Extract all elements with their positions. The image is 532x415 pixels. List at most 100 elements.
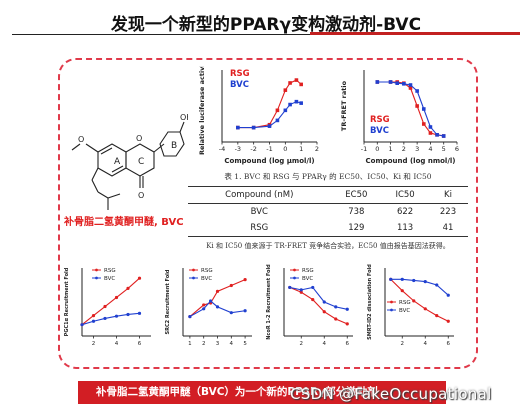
data-point-bvc	[251, 125, 256, 130]
x-tick-label: 2	[300, 341, 304, 347]
table-cell: 41	[442, 223, 454, 233]
ring-c-label: C	[138, 157, 144, 167]
data-point-bvc	[395, 81, 400, 85]
ring-c	[125, 143, 155, 177]
ring-a	[97, 143, 127, 177]
data-point-rsg	[114, 295, 119, 300]
x-tick-label: 4	[424, 341, 428, 347]
smrt-plot: 2 4 6 SMRT-ID2 dissociation Fold RSG BVC	[367, 264, 454, 347]
y-axis-label: Relative luciferase activity	[198, 66, 206, 155]
data-point-bvc	[402, 82, 406, 86]
comparison-table: Compound (nM) EC50 IC50 Ki BVC 738 622 2…	[188, 186, 468, 237]
x-tick-label: 2	[402, 145, 406, 153]
ring-b-label: B	[171, 141, 177, 151]
legend-marker-bvc	[293, 276, 296, 280]
data-point-bvc	[435, 133, 439, 137]
table-cell: 129	[348, 223, 365, 233]
data-point-rsg	[243, 278, 247, 282]
data-point-bvc	[446, 293, 450, 297]
title-rule-accent	[310, 32, 520, 35]
legend-label-bvc: BVC	[104, 276, 115, 282]
series-line-rsg	[189, 279, 246, 317]
data-point-bvc	[389, 277, 393, 281]
table-header: Ki	[444, 190, 452, 200]
data-point-bvc	[421, 107, 426, 111]
legend-label-bvc: BVC	[230, 80, 249, 90]
prenyl-bond-1	[91, 167, 99, 181]
title-rule-thin	[12, 34, 520, 35]
y-axis-label: NcoR 1-2 Recruitment Fold	[266, 264, 272, 340]
data-point-bvc	[229, 311, 233, 315]
data-point-bvc	[412, 278, 416, 283]
prenyl-methyl-1	[107, 193, 121, 199]
x-tick-label: -2	[250, 145, 256, 153]
ring-a-double-bond-2	[111, 165, 124, 173]
x-tick-label: -1	[361, 145, 367, 153]
legend-label-rsg: RSG	[230, 69, 250, 79]
methoxy-bond	[85, 143, 99, 153]
x-tick-label: 5	[243, 341, 247, 347]
data-point-bvc	[91, 319, 96, 323]
legend-marker-rsg	[293, 268, 296, 272]
x-tick-label: 4	[323, 341, 327, 347]
comparison-table-area: 表 1. BVC 和 RSG 与 PPARγ 的 EC50、IC50、Ki 和 …	[188, 171, 468, 251]
data-point-rsg	[202, 303, 206, 307]
data-point-bvc	[441, 134, 446, 138]
series-line-rsg	[377, 81, 444, 137]
x-tick-label: -1	[266, 145, 272, 153]
legend-label-bvc: BVC	[370, 126, 389, 136]
series-line-bvc	[81, 312, 140, 326]
data-point-rsg	[299, 290, 303, 294]
data-point-rsg	[408, 86, 413, 90]
data-point-bvc	[423, 280, 427, 284]
data-point-rsg	[229, 283, 233, 288]
table-note: Ki 和 IC50 值来源于 TR-FRET 竞争结合实验，EC50 值由报告基…	[206, 242, 450, 250]
data-point-bvc	[345, 307, 349, 311]
data-point-rsg	[275, 108, 280, 113]
data-point-bvc	[311, 285, 315, 290]
x-tick-label: 5	[442, 145, 446, 153]
table-cell: RSG	[250, 223, 269, 233]
data-point-bvc	[80, 323, 84, 327]
data-point-bvc	[283, 108, 288, 113]
data-point-bvc	[408, 83, 413, 87]
series-line-bvc	[189, 300, 246, 318]
x-tick-label: 2	[202, 341, 206, 347]
x-tick-label: 0	[375, 145, 379, 153]
data-point-rsg	[294, 78, 299, 82]
pgc1a-plot: 2 4 6 PGC1α Recruitment Fold RSG BVC	[64, 267, 151, 347]
series-line-rsg	[81, 277, 140, 326]
data-point-bvc	[215, 305, 220, 309]
data-point-bvc	[209, 299, 213, 303]
data-point-rsg	[91, 314, 96, 318]
data-point-bvc	[299, 288, 303, 292]
data-point-rsg	[412, 299, 416, 303]
data-point-bvc	[428, 125, 433, 129]
data-point-bvc	[400, 277, 404, 281]
carbonyl-o-label: O	[138, 191, 144, 200]
legend-marker-rsg	[192, 268, 195, 272]
data-point-rsg	[283, 88, 288, 92]
ring-b-link	[153, 143, 165, 153]
data-point-bvc	[267, 124, 272, 128]
y-axis-label: TR-FRET ratio	[340, 80, 348, 131]
y-axis-label: SRC2 Recruitment Fold	[165, 269, 171, 334]
series-line-bvc	[289, 286, 348, 310]
prenyl-double-bond	[97, 191, 109, 199]
x-tick-label: 6	[346, 341, 350, 347]
content-frame	[58, 58, 478, 369]
data-point-bvc	[275, 118, 280, 123]
data-point-rsg	[299, 82, 303, 87]
table-header-row: Compound (nM) EC50 IC50 Ki	[188, 186, 468, 204]
data-point-rsg	[334, 317, 338, 321]
y-axis-label: PGC1α Recruitment Fold	[64, 267, 70, 336]
data-point-bvc	[415, 89, 419, 93]
table-cell: 622	[396, 207, 414, 217]
bvc-chemical-structure: A C B O O O OH	[71, 113, 188, 210]
data-point-rsg	[126, 286, 130, 290]
ring-a-label: A	[114, 157, 121, 167]
x-tick-label: 2	[401, 341, 405, 347]
data-point-rsg	[322, 310, 326, 314]
x-axis-label: Compound (log nmol/l)	[366, 157, 456, 165]
data-point-bvc	[435, 283, 439, 287]
